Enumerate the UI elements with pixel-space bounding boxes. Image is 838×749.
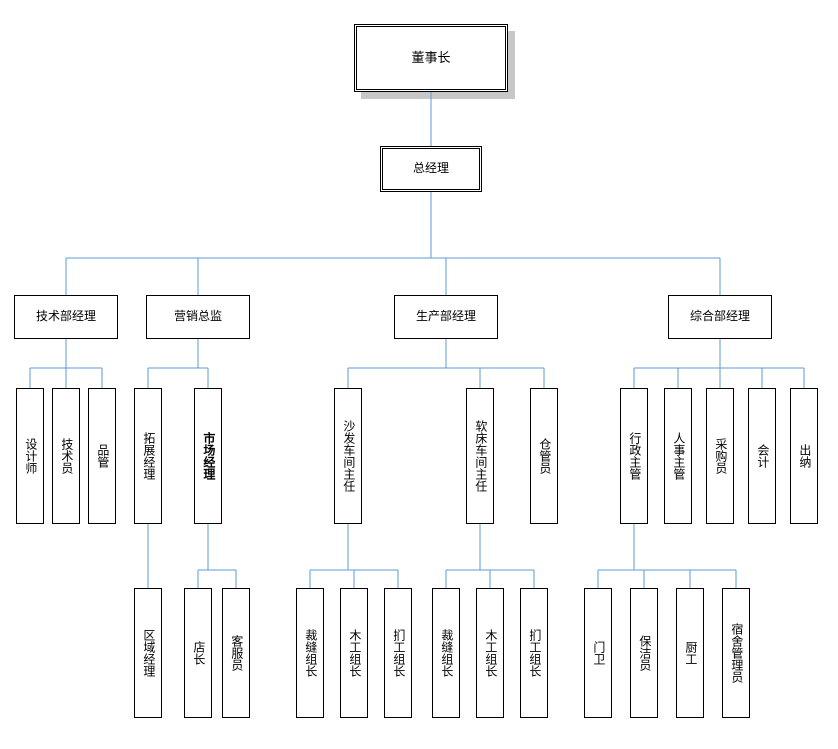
node-tailor2: 裁缝组长 — [432, 588, 460, 718]
node-warehouse: 仓管员 — [530, 388, 558, 524]
technician-label: 技术员 — [59, 438, 73, 474]
csr-label: 客服员 — [229, 635, 243, 671]
prod-mgr-label: 生产部经理 — [416, 310, 476, 324]
store-mgr-label: 店长 — [191, 641, 205, 665]
node-tailor1: 裁缝组长 — [296, 588, 324, 718]
node-store-mgr: 店长 — [184, 588, 212, 718]
node-sales-dir: 营销总监 — [146, 295, 250, 339]
connectors — [0, 0, 838, 749]
node-accountant: 会计 — [748, 388, 776, 524]
gm-label: 总经理 — [413, 162, 449, 176]
node-bed-sup: 软床车间主任 — [466, 388, 494, 524]
buyer-label: 采购员 — [713, 438, 727, 474]
sales-dir-label: 营销总监 — [174, 310, 222, 324]
node-buyer: 采购员 — [706, 388, 734, 524]
node-strike1: 扪工组长 — [384, 588, 412, 718]
node-carpenter1: 木工组长 — [340, 588, 368, 718]
node-strike2: 扪工组长 — [520, 588, 548, 718]
node-qc: 品管 — [88, 388, 116, 524]
node-tech-mgr: 技术部经理 — [14, 295, 118, 339]
node-sofa-sup: 沙发车间主任 — [334, 388, 362, 524]
node-chairman: 董事长 — [354, 24, 508, 92]
node-technician: 技术员 — [52, 388, 80, 524]
node-cleaner: 保洁员 — [630, 588, 658, 718]
tailor1-label: 裁缝组长 — [303, 629, 317, 677]
node-carpenter2: 木工组长 — [476, 588, 504, 718]
node-gen-mgr: 综合部经理 — [668, 295, 772, 339]
cashier-label: 出纳 — [797, 444, 811, 468]
node-csr: 客服员 — [222, 588, 250, 718]
sofa-sup-label: 沙发车间主任 — [341, 420, 355, 492]
hr-sup-label: 人事主管 — [671, 432, 685, 480]
dorm-mgr-label: 宿舍管理员 — [729, 623, 743, 683]
node-expansion-mgr: 拓展经理 — [134, 388, 162, 524]
market-mgr-label: 市场经理 — [201, 432, 215, 480]
bed-sup-label: 软床车间主任 — [473, 420, 487, 492]
node-gm: 总经理 — [380, 146, 482, 192]
node-region-mgr: 区域经理 — [134, 588, 162, 718]
cleaner-label: 保洁员 — [637, 635, 651, 671]
node-cook: 厨工 — [676, 588, 704, 718]
admin-sup-label: 行政主管 — [627, 432, 641, 480]
node-guard: 门卫 — [584, 588, 612, 718]
cook-label: 厨工 — [683, 641, 697, 665]
warehouse-label: 仓管员 — [537, 438, 551, 474]
node-hr-sup: 人事主管 — [664, 388, 692, 524]
chairman-label: 董事长 — [411, 51, 450, 66]
tech-mgr-label: 技术部经理 — [36, 310, 96, 324]
expansion-mgr-label: 拓展经理 — [141, 432, 155, 480]
guard-label: 门卫 — [591, 641, 605, 665]
carpenter1-label: 木工组长 — [347, 629, 361, 677]
gen-mgr-label: 综合部经理 — [690, 310, 750, 324]
designer-label: 设计师 — [23, 438, 37, 474]
node-admin-sup: 行政主管 — [620, 388, 648, 524]
region-mgr-label: 区域经理 — [141, 629, 155, 677]
accountant-label: 会计 — [755, 444, 769, 468]
tailor2-label: 裁缝组长 — [439, 629, 453, 677]
strike1-label: 扪工组长 — [391, 629, 405, 677]
qc-label: 品管 — [95, 444, 109, 468]
node-designer: 设计师 — [16, 388, 44, 524]
node-market-mgr: 市场经理 — [194, 388, 222, 524]
node-prod-mgr: 生产部经理 — [394, 295, 498, 339]
node-cashier: 出纳 — [790, 388, 818, 524]
strike2-label: 扪工组长 — [527, 629, 541, 677]
node-dorm-mgr: 宿舍管理员 — [722, 588, 750, 718]
carpenter2-label: 木工组长 — [483, 629, 497, 677]
